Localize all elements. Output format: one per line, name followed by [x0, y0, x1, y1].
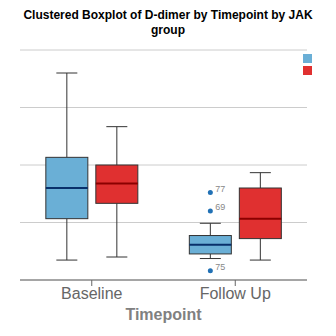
- svg-text:Timepoint: Timepoint: [125, 306, 202, 323]
- svg-text:Baseline: Baseline: [61, 285, 122, 302]
- svg-text:Follow Up: Follow Up: [200, 285, 271, 302]
- html-text:Clustered Boxplot of D-dimer b: Clustered Boxplot of D-dimer by Timepoin…: [23, 8, 313, 37]
- svg-text:75: 75: [215, 262, 225, 272]
- svg-text:77: 77: [215, 184, 225, 194]
- svg-text:69: 69: [215, 202, 225, 212]
